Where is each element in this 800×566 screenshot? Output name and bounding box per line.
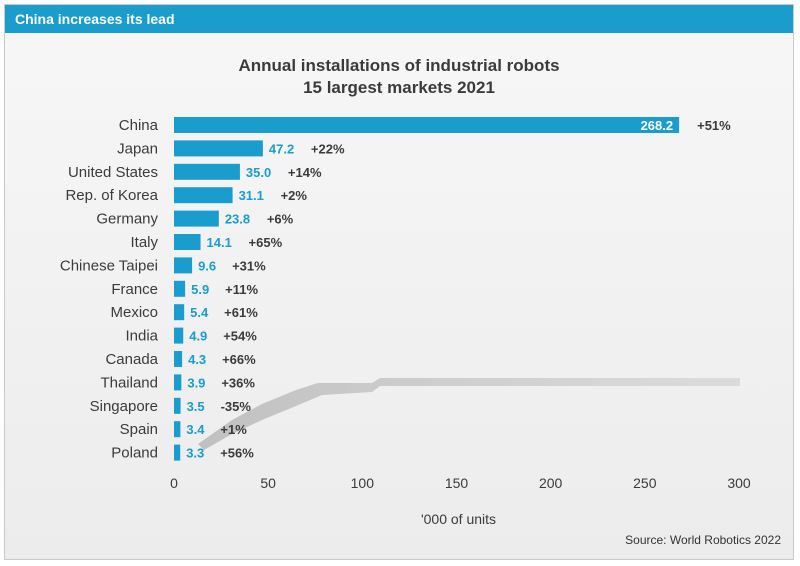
growth-label: -35% <box>221 399 252 414</box>
category-label: Italy <box>130 234 158 251</box>
value-label: 3.5 <box>187 399 205 414</box>
chart-panel: China increases its lead Annual installa… <box>4 4 794 560</box>
bar <box>174 280 186 297</box>
growth-label: +31% <box>232 258 266 273</box>
x-tick-label: 50 <box>260 475 276 491</box>
bar <box>174 304 185 321</box>
category-label: Singapore <box>90 398 158 415</box>
growth-label: +22% <box>311 141 345 156</box>
category-label: India <box>125 328 158 345</box>
category-label: Spain <box>120 421 158 438</box>
value-label: 4.9 <box>189 329 207 344</box>
growth-label: +51% <box>697 118 731 133</box>
category-label: Mexico <box>110 304 158 321</box>
value-label: 268.2 <box>641 118 674 133</box>
bar <box>174 444 181 461</box>
value-label: 5.4 <box>190 305 209 320</box>
x-tick-label: 200 <box>539 475 563 491</box>
category-label: France <box>111 281 158 298</box>
x-tick-label: 150 <box>445 475 469 491</box>
bar <box>174 210 219 227</box>
bar <box>174 327 184 344</box>
labels-layer: China 268.2 +51% Japan 47.2 +22% United States… <box>60 117 731 462</box>
bar <box>174 397 181 414</box>
header-bar: China increases its lead <box>5 5 793 33</box>
bar <box>174 140 263 157</box>
chart-title-line2: 15 largest markets 2021 <box>303 78 495 97</box>
growth-label: +14% <box>288 165 322 180</box>
category-label: China <box>119 117 159 134</box>
x-tick-label: 100 <box>351 475 375 491</box>
growth-label: +54% <box>223 329 257 344</box>
value-label: 9.6 <box>198 258 216 273</box>
growth-label: +11% <box>225 282 258 297</box>
category-label: Chinese Taipei <box>60 257 158 274</box>
value-label: 3.4 <box>186 422 205 437</box>
value-label: 31.1 <box>239 188 264 203</box>
bar <box>174 257 193 274</box>
value-label: 4.3 <box>188 352 206 367</box>
category-label: Thailand <box>100 374 158 391</box>
bar <box>174 421 181 438</box>
value-label: 35.0 <box>246 165 271 180</box>
category-label: Japan <box>117 140 158 157</box>
bar <box>174 187 233 204</box>
bars-layer <box>174 117 680 461</box>
value-label: 47.2 <box>269 141 294 156</box>
x-tick-label: 0 <box>170 475 178 491</box>
source-note: Source: World Robotics 2022 <box>625 533 781 547</box>
category-label: United States <box>68 164 158 181</box>
category-label: Germany <box>96 211 158 228</box>
bar <box>174 351 183 367</box>
value-label: 14.1 <box>207 235 232 250</box>
x-axis-label: '000 of units <box>421 511 496 527</box>
bar <box>174 234 201 250</box>
value-label: 5.9 <box>191 282 209 297</box>
x-axis: 0 50 100 150 200 250 300 '000 of units <box>170 475 751 527</box>
background-watermark-shape <box>198 378 740 450</box>
growth-label: +66% <box>222 352 256 367</box>
value-label: 3.9 <box>187 375 205 390</box>
x-tick-label: 250 <box>633 475 657 491</box>
chart-title: Annual installations of industrial robot… <box>5 55 793 99</box>
bar <box>174 163 240 180</box>
growth-label: +6% <box>267 212 294 227</box>
growth-label: +36% <box>221 375 255 390</box>
value-label: 3.3 <box>186 446 204 461</box>
bar <box>174 374 182 391</box>
chart-title-line1: Annual installations of industrial robot… <box>238 56 560 75</box>
growth-label: +1% <box>220 422 247 437</box>
growth-label: +56% <box>220 446 254 461</box>
category-label: Canada <box>105 351 158 368</box>
category-label: Poland <box>111 445 158 462</box>
growth-label: +2% <box>281 188 308 203</box>
category-label: Rep. of Korea <box>65 187 158 204</box>
growth-label: +65% <box>249 235 283 250</box>
bar <box>174 117 680 133</box>
growth-label: +61% <box>224 305 258 320</box>
x-tick-label: 300 <box>727 475 751 491</box>
value-label: 23.8 <box>225 212 250 227</box>
